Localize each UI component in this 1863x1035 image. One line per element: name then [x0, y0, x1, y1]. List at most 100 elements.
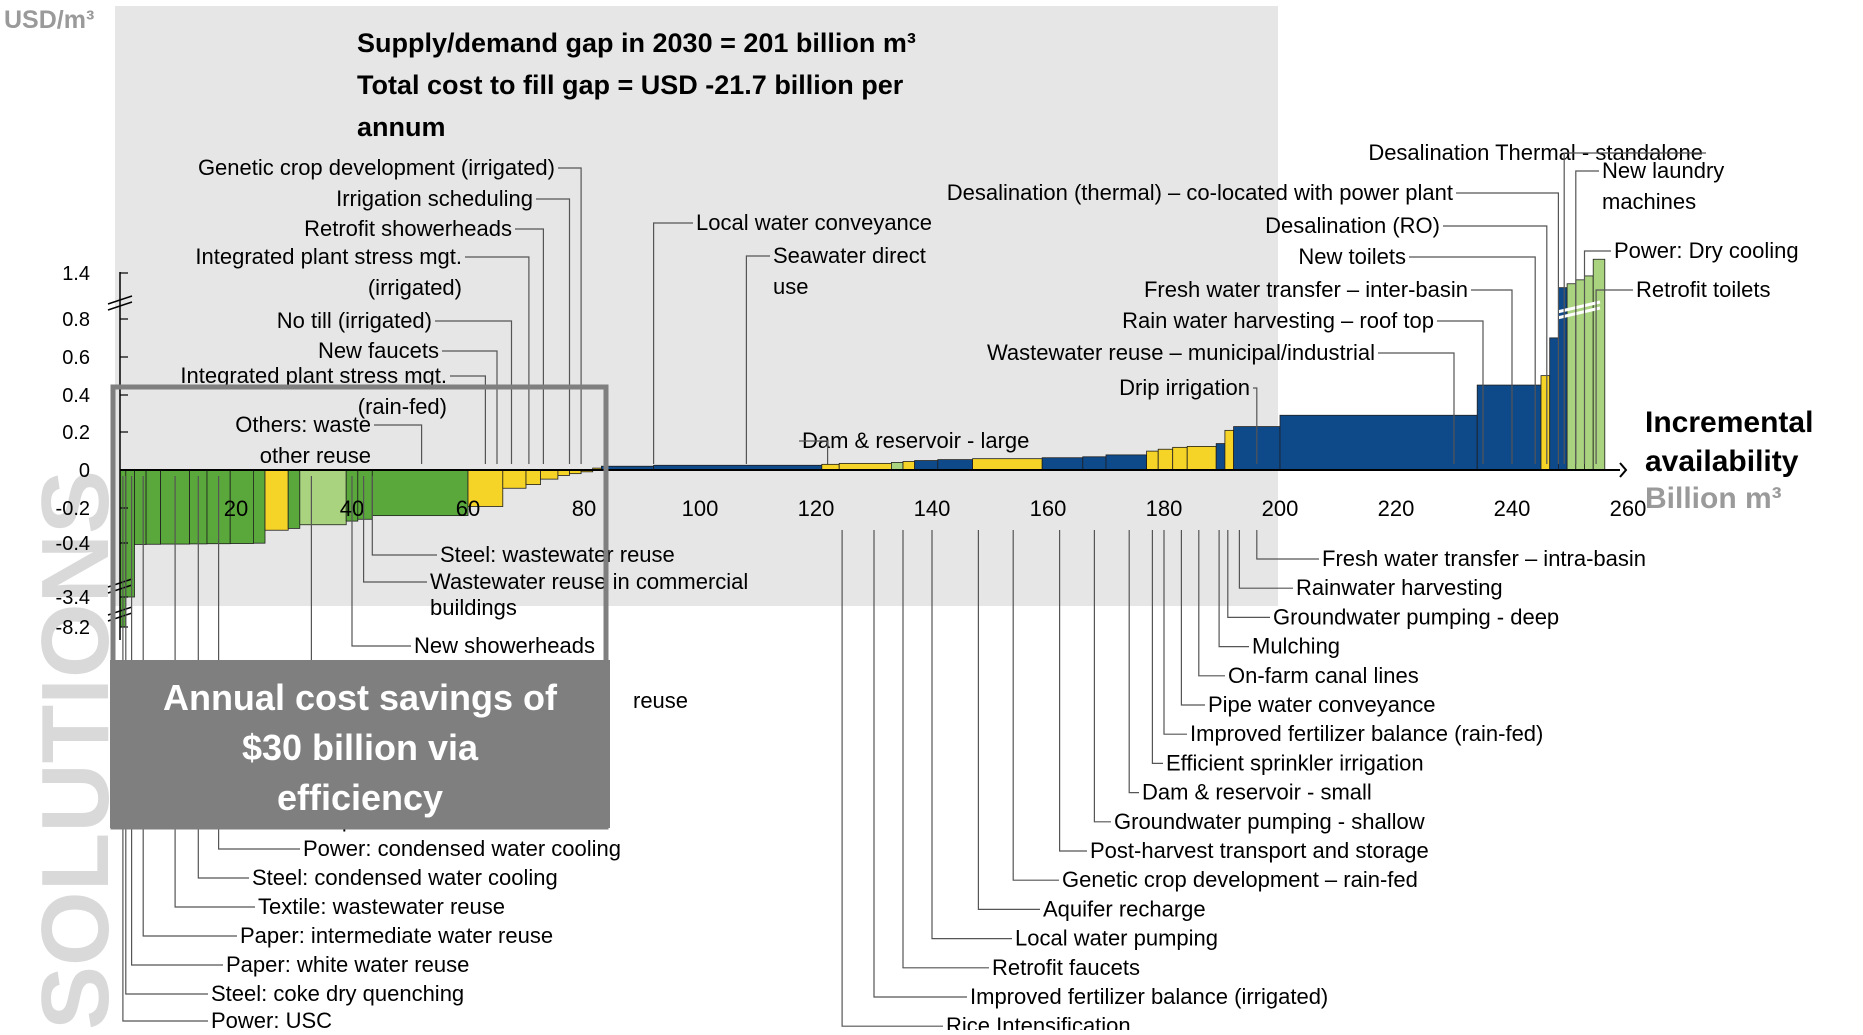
x-axis-unit-label: Billion m³ — [1645, 482, 1782, 515]
bottom-right-label-2-text: Groundwater pumping - deep — [1273, 604, 1559, 629]
top-label-1-line-0: Irrigation scheduling — [336, 186, 533, 211]
top-label-5-line-0: New faucets — [318, 338, 439, 363]
bar-38 — [1186, 446, 1217, 471]
top-label-6-leader — [450, 375, 486, 464]
top-label-3-line-1: (irrigated) — [368, 275, 462, 300]
bottom-right-label-9-text: Groundwater pumping - shallow — [1114, 809, 1425, 834]
callout-box: Annual cost savings of $30 billion via eff… — [110, 660, 610, 828]
bottom-left-label-12-leader — [125, 476, 208, 995]
bottom-left-label-4-text: reuse — [633, 688, 688, 713]
bottom-right-label-11-leader — [1012, 530, 1059, 881]
y-axis-label: USD/m³ — [4, 6, 94, 34]
x-tick-label-7: 160 — [1030, 496, 1067, 521]
bar-10 — [287, 469, 301, 529]
bottom-right-label-12-leader — [977, 530, 1040, 911]
x-tick-label-5: 120 — [798, 496, 835, 521]
bar-2 — [134, 469, 147, 545]
top-label-8-leader — [652, 222, 693, 464]
top-label-16-line-0: Rain water harvesting – roof top — [1122, 308, 1434, 333]
bottom-left-label-1-leader — [363, 476, 427, 583]
x-tick-label-8: 180 — [1146, 496, 1183, 521]
bottom-right-label-4: On-farm canal lines — [1198, 530, 1419, 688]
top-label-14-leader — [1409, 256, 1536, 464]
x-axis-label-line-1: Incremental — [1645, 406, 1813, 439]
top-label-5-leader — [442, 350, 498, 464]
top-label-1: Irrigation scheduling — [336, 186, 571, 464]
x-axis-arrow — [1619, 462, 1628, 478]
bottom-right-label-2-leader — [1227, 530, 1270, 619]
bottom-right-label-16-leader — [841, 530, 943, 1027]
bar-40 — [1224, 429, 1235, 471]
bottom-right-label-7: Efficient sprinkler irrigation — [1151, 530, 1424, 775]
bottom-left-label-10-leader — [142, 476, 237, 937]
top-label-10: Dam & reservoir - large — [799, 428, 1029, 464]
bottom-right-label-5-leader — [1180, 530, 1205, 706]
bottom-left-label-11: Paper: white water reuse — [131, 476, 469, 977]
bottom-right-label-1-leader — [1238, 530, 1293, 589]
top-label-19-line-0: New laundry — [1602, 158, 1724, 183]
bottom-right-label-14: Retrofit faucets — [902, 530, 1140, 980]
top-label-6-line-0: Integrated plant stress mgt. — [180, 363, 447, 388]
bottom-right-label-4-text: On-farm canal lines — [1228, 663, 1419, 688]
y-tick-label-1: 0.8 — [62, 309, 90, 331]
top-label-13-line-0: Desalination (RO) — [1265, 213, 1440, 238]
bottom-right-label-1-text: Rainwater harvesting — [1296, 575, 1503, 600]
bottom-left-label-8-text: Steel: condensed water cooling — [252, 865, 558, 890]
top-label-7-leader — [374, 424, 423, 464]
top-label-15-leader — [1471, 289, 1513, 464]
title-line-3: annum — [357, 112, 446, 142]
bottom-left-label-9-text: Textile: wastewater reuse — [258, 894, 505, 919]
top-label-14: New toilets — [1298, 244, 1536, 464]
top-label-3-leader — [465, 256, 530, 464]
bottom-right-label-7-text: Efficient sprinkler irrigation — [1166, 750, 1424, 775]
bottom-right-label-10-leader — [1058, 530, 1087, 852]
x-tick-label-11: 240 — [1494, 496, 1531, 521]
bar-35 — [1146, 450, 1159, 471]
bar-17 — [525, 469, 541, 486]
top-label-7-line-0: Others: waste — [235, 412, 371, 437]
bottom-right-label-8-leader — [1128, 530, 1139, 794]
top-label-20-line-0: Power: Dry cooling — [1614, 238, 1799, 263]
top-label-21-leader — [1595, 289, 1633, 464]
y-tick-label-7: -0.4 — [56, 533, 90, 555]
bottom-left-label-11-leader — [131, 476, 223, 966]
bar-9 — [264, 469, 289, 531]
bottom-right-label-1: Rainwater harvesting — [1238, 530, 1503, 600]
top-label-4-leader — [435, 320, 513, 464]
bottom-right-label-8: Dam & reservoir - small — [1128, 530, 1372, 805]
top-label-7: Others: waste other reuse — [235, 412, 423, 468]
bar-39 — [1215, 443, 1226, 471]
bottom-left-label-12-text: Steel: coke dry quenching — [211, 981, 464, 1006]
y-tick-label-9: -8.2 — [56, 617, 90, 639]
bottom-right-label-7-leader — [1151, 530, 1163, 765]
top-label-9-leader — [745, 255, 770, 464]
bottom-right-label-13: Local water pumping — [931, 530, 1218, 951]
x-tick-label-4: 100 — [682, 496, 719, 521]
bar-29 — [914, 460, 939, 471]
bottom-right-label-0-text: Fresh water transfer – intra-basin — [1322, 546, 1646, 571]
y-tick-label-2: 0.6 — [62, 347, 90, 369]
bar-27 — [891, 462, 904, 471]
top-label-16-leader — [1437, 320, 1484, 464]
bottom-right-label-13-text: Local water pumping — [1015, 926, 1218, 951]
top-label-10-leader — [799, 440, 829, 464]
top-label-0-leader — [558, 167, 582, 464]
bar-3 — [145, 469, 162, 545]
bar-33 — [1082, 456, 1107, 471]
callout-text-line-3: efficiency — [277, 777, 443, 818]
bottom-left-label-11-text: Paper: white water reuse — [226, 952, 469, 977]
bottom-left-label-13-leader — [122, 476, 208, 1022]
bottom-right-label-10-text: Post-harvest transport and storage — [1090, 838, 1429, 863]
bottom-right-label-15-text: Improved fertilizer balance (irrigated) — [970, 984, 1328, 1009]
top-label-0: Genetic crop development (irrigated) — [198, 155, 582, 464]
top-label-8-line-0: Local water conveyance — [696, 210, 932, 235]
bottom-right-label-6-leader — [1163, 530, 1187, 735]
top-label-17: Wastewater reuse – municipal/industrial — [987, 340, 1455, 464]
top-label-19: New laundry machines — [1575, 158, 1724, 464]
bar-50 — [1592, 258, 1606, 471]
bottom-left-label-0-leader — [371, 476, 437, 556]
top-label-14-line-0: New toilets — [1298, 244, 1406, 269]
top-label-3-line-0: Integrated plant stress mgt. — [195, 244, 462, 269]
top-label-19-leader — [1575, 170, 1599, 464]
bottom-right-label-16-text: Rice Intensification — [946, 1013, 1131, 1030]
